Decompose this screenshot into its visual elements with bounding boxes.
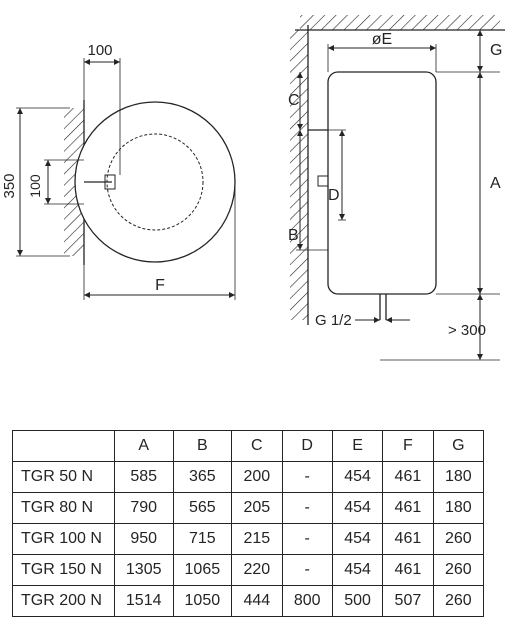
dim-cell: 1050 [173, 586, 232, 617]
dim-cell: 260 [433, 586, 483, 617]
dim-cell: 454 [332, 555, 382, 586]
dim-cell: 461 [383, 524, 433, 555]
dim-cell: 215 [232, 524, 282, 555]
dim-cell: 205 [232, 493, 282, 524]
dim-300: > 300 [448, 322, 486, 339]
dim-cell: 950 [114, 524, 173, 555]
dim-oE: øE [372, 31, 392, 48]
model-cell: TGR 200 N [13, 586, 115, 617]
col-A: A [114, 431, 173, 462]
table-row: TGR 150 N13051065220-454461260 [13, 555, 484, 586]
dim-cell: 454 [332, 493, 382, 524]
dim-cell: - [282, 524, 332, 555]
dim-cell: 565 [173, 493, 232, 524]
dim-cell: 365 [173, 462, 232, 493]
dim-cell: 200 [232, 462, 282, 493]
model-cell: TGR 100 N [13, 524, 115, 555]
table-row: TGR 80 N790565205-454461180 [13, 493, 484, 524]
dim-cell: 180 [433, 462, 483, 493]
dim-cell: 454 [332, 462, 382, 493]
dim-cell: 585 [114, 462, 173, 493]
dim-cell: 260 [433, 555, 483, 586]
dim-cell: 1305 [114, 555, 173, 586]
model-cell: TGR 150 N [13, 555, 115, 586]
dim-D: D [328, 187, 340, 204]
dim-cell: - [282, 555, 332, 586]
dim-A: A [490, 175, 501, 192]
dim-350: 350 [1, 173, 18, 198]
dim-cell: 444 [232, 586, 282, 617]
col-C: C [232, 431, 282, 462]
technical-diagram: F 100 350 100 øE [0, 0, 508, 370]
dim-100-top: 100 [87, 42, 112, 59]
dim-cell: 461 [383, 493, 433, 524]
dim-cell: 790 [114, 493, 173, 524]
col-E: E [332, 431, 382, 462]
dim-cell: 461 [383, 555, 433, 586]
dim-cell: - [282, 462, 332, 493]
dim-cell: 180 [433, 493, 483, 524]
model-cell: TGR 50 N [13, 462, 115, 493]
dim-cell: 1514 [114, 586, 173, 617]
dim-100-inner: 100 [27, 174, 43, 198]
dim-cell: 454 [332, 524, 382, 555]
dim-cell: 220 [232, 555, 282, 586]
dim-cell: 1065 [173, 555, 232, 586]
top-view: F 100 350 100 [1, 42, 235, 300]
col-D: D [282, 431, 332, 462]
dim-cell: - [282, 493, 332, 524]
dimensions-table: ABCDEFGTGR 50 N585365200-454461180TGR 80… [12, 430, 484, 617]
dim-cell: 507 [383, 586, 433, 617]
dim-B: B [288, 227, 299, 244]
dim-F: F [155, 277, 165, 294]
dim-cell: 715 [173, 524, 232, 555]
table-row: TGR 50 N585365200-454461180 [13, 462, 484, 493]
col-F: F [383, 431, 433, 462]
side-view: øE G A > 300 C B D G 1/2 [288, 15, 505, 360]
table-row: TGR 200 N15141050444800500507260 [13, 586, 484, 617]
dim-G: G [490, 42, 502, 59]
dim-cell: 500 [332, 586, 382, 617]
col-model [13, 431, 115, 462]
table-row: TGR 100 N950715215-454461260 [13, 524, 484, 555]
dim-cell: 260 [433, 524, 483, 555]
dim-cell: 461 [383, 462, 433, 493]
dim-G12: G 1/2 [315, 312, 352, 329]
col-G: G [433, 431, 483, 462]
col-B: B [173, 431, 232, 462]
dim-cell: 800 [282, 586, 332, 617]
model-cell: TGR 80 N [13, 493, 115, 524]
dim-C: C [288, 92, 300, 109]
